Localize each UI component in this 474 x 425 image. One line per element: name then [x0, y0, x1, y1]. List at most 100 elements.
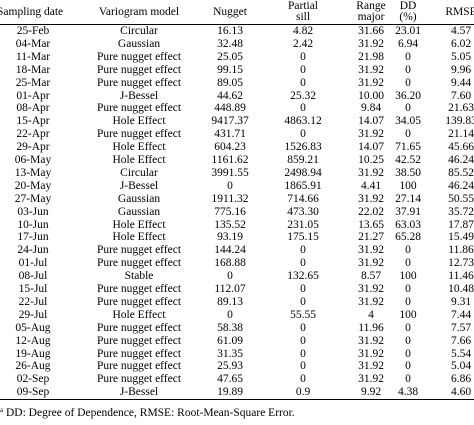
cell-rmse: 46.24 [448, 154, 474, 166]
cell-partial-sill: 0 [300, 50, 306, 63]
table-row: 15-Jul Pure nugget effect 112.07 0 31.92 0 10.… [0, 283, 474, 296]
cell-sampling-date: 12-Aug [15, 334, 51, 347]
cell-nugget: 0 [227, 270, 233, 283]
cell-variogram-model: Stable [124, 270, 154, 283]
cell-partial-sill: 0 [300, 321, 306, 334]
cell-partial-sill: 859.21 [287, 154, 319, 166]
cell-sampling-date: 24-Jun [17, 244, 49, 257]
cell-dd: 0 [405, 283, 411, 295]
table-row: 05-Aug Pure nugget effect 58.38 0 11.96 0 7.57 [0, 322, 474, 335]
cell-rmse: 7.44 [450, 308, 472, 321]
table-row: 17-Jun Hole Effect 93.19 175.15 21.27 65.28 15… [0, 231, 474, 244]
cell-nugget: 604.23 [214, 141, 246, 154]
cell-dd: 34.05 [395, 115, 421, 128]
cell-sampling-date: 09-Sep [16, 386, 50, 399]
cell-range-major: 4.41 [360, 179, 382, 192]
cell-sampling-date: 03-Jun [17, 205, 49, 218]
table-row: 04-Mar Gaussian 32.48 2.42 31.92 6.94 6.02 [0, 38, 474, 51]
cell-nugget: 1911.32 [211, 192, 249, 205]
cell-rmse: 9.96 [450, 63, 472, 76]
cell-dd: 0 [405, 360, 411, 373]
cell-nugget: 19.89 [217, 386, 243, 399]
cell-rmse: 12.73 [448, 257, 474, 270]
bottom-rule [0, 399, 474, 400]
header-dd-line1: DD [399, 0, 417, 12]
cell-variogram-model: Gaussian [117, 37, 161, 50]
cell-partial-sill: 0 [300, 244, 306, 257]
cell-dd: 0 [405, 373, 411, 386]
table-row: 22-Apr Pure nugget effect 431.71 0 31.92 0 21.… [0, 128, 474, 141]
header-partial-sill-line1: Partial [287, 0, 319, 12]
table-row: 24-Jun Pure nugget effect 144.24 0 31.92 0 11.… [0, 244, 474, 257]
cell-variogram-model: Pure nugget effect [96, 244, 182, 257]
cell-dd: 0 [405, 63, 411, 76]
cell-range-major: 31.92 [358, 37, 384, 50]
cell-variogram-model: Hole Effect [112, 231, 166, 244]
cell-rmse: 7.60 [450, 89, 472, 102]
header-sampling-date: Sampling date [0, 6, 64, 18]
cell-rmse: 7.66 [450, 334, 472, 347]
header-rule [0, 24, 474, 25]
table-row: 20-May J-Bessel 0 1865.91 4.41 100 46.24 [0, 180, 474, 193]
cell-nugget: 25.93 [217, 360, 243, 373]
cell-rmse: 15.49 [448, 231, 474, 244]
cell-sampling-date: 26-Aug [15, 360, 51, 373]
cell-nugget: 144.24 [214, 244, 246, 257]
cell-partial-sill: 714.66 [287, 192, 319, 205]
cell-variogram-model: Pure nugget effect [96, 373, 182, 386]
cell-sampling-date: 22-Jul [18, 295, 48, 308]
cell-nugget: 0 [227, 179, 233, 192]
cell-dd: 0 [405, 50, 411, 63]
cell-sampling-date: 25-Feb [16, 25, 50, 37]
cell-range-major: 11.96 [358, 321, 384, 334]
cell-partial-sill: 0 [300, 360, 306, 373]
cell-variogram-model: Hole Effect [112, 115, 166, 128]
cell-partial-sill: 4863.12 [284, 115, 322, 128]
cell-nugget: 93.19 [217, 231, 243, 244]
cell-range-major: 14.07 [358, 141, 384, 154]
header-nugget: Nugget [213, 6, 247, 18]
cell-rmse: 11.46 [448, 270, 474, 283]
cell-dd: 27.14 [395, 192, 421, 205]
cell-partial-sill: 0 [300, 76, 306, 89]
table-row: 08-Jul Stable 0 132.65 8.57 100 11.46 [0, 270, 474, 283]
header-range-major-line1: Range [356, 0, 386, 12]
table-row: 15-Apr Hole Effect 9417.37 4863.12 14.07 34.0… [0, 115, 474, 128]
cell-variogram-model: Pure nugget effect [96, 334, 182, 347]
cell-range-major: 31.92 [358, 283, 384, 295]
table-header: Sampling date Variogram model Nugget Par… [0, 0, 474, 24]
table-row: 09-Sep J-Bessel 19.89 0.9 9.92 4.38 4.60 [0, 386, 474, 399]
table-row: 18-Mar Pure nugget effect 99.15 0 31.92 0 9.96 [0, 64, 474, 77]
cell-nugget: 168.88 [214, 257, 246, 270]
cell-nugget: 31.35 [217, 347, 243, 360]
cell-rmse: 5.04 [450, 360, 472, 373]
cell-sampling-date: 08-Apr [16, 102, 50, 115]
cell-sampling-date: 29-Apr [16, 141, 50, 154]
cell-nugget: 89.05 [217, 76, 243, 89]
cell-sampling-date: 27-May [14, 192, 52, 205]
cell-range-major: 31.92 [358, 63, 384, 76]
cell-sampling-date: 18-Mar [15, 63, 51, 76]
cell-partial-sill: 0 [300, 102, 306, 115]
table-row: 13-May Circular 3991.55 2498.94 31.92 38.50 85… [0, 167, 474, 180]
cell-range-major: 21.27 [358, 231, 384, 244]
footnote: a DD: Degree of Dependence, RMSE: Root-M… [0, 406, 295, 419]
cell-dd: 0 [405, 321, 411, 334]
cell-dd: 100 [399, 179, 417, 192]
cell-variogram-model: Pure nugget effect [96, 128, 182, 141]
cell-sampling-date: 10-Jun [17, 218, 49, 231]
cell-range-major: 31.92 [358, 244, 384, 257]
cell-range-major: 31.66 [358, 25, 384, 37]
cell-partial-sill: 2498.94 [284, 166, 322, 179]
cell-sampling-date: 29-Jul [18, 308, 48, 321]
cell-variogram-model: Pure nugget effect [96, 347, 182, 360]
cell-rmse: 45.66 [448, 141, 474, 154]
cell-sampling-date: 06-May [14, 154, 52, 166]
cell-variogram-model: J-Bessel [119, 89, 159, 102]
cell-rmse: 35.72 [448, 205, 474, 218]
cell-range-major: 21.98 [358, 50, 384, 63]
cell-partial-sill: 132.65 [287, 270, 319, 283]
cell-variogram-model: Hole Effect [112, 154, 166, 166]
cell-nugget: 9417.37 [211, 115, 249, 128]
cell-nugget: 25.05 [217, 50, 243, 63]
